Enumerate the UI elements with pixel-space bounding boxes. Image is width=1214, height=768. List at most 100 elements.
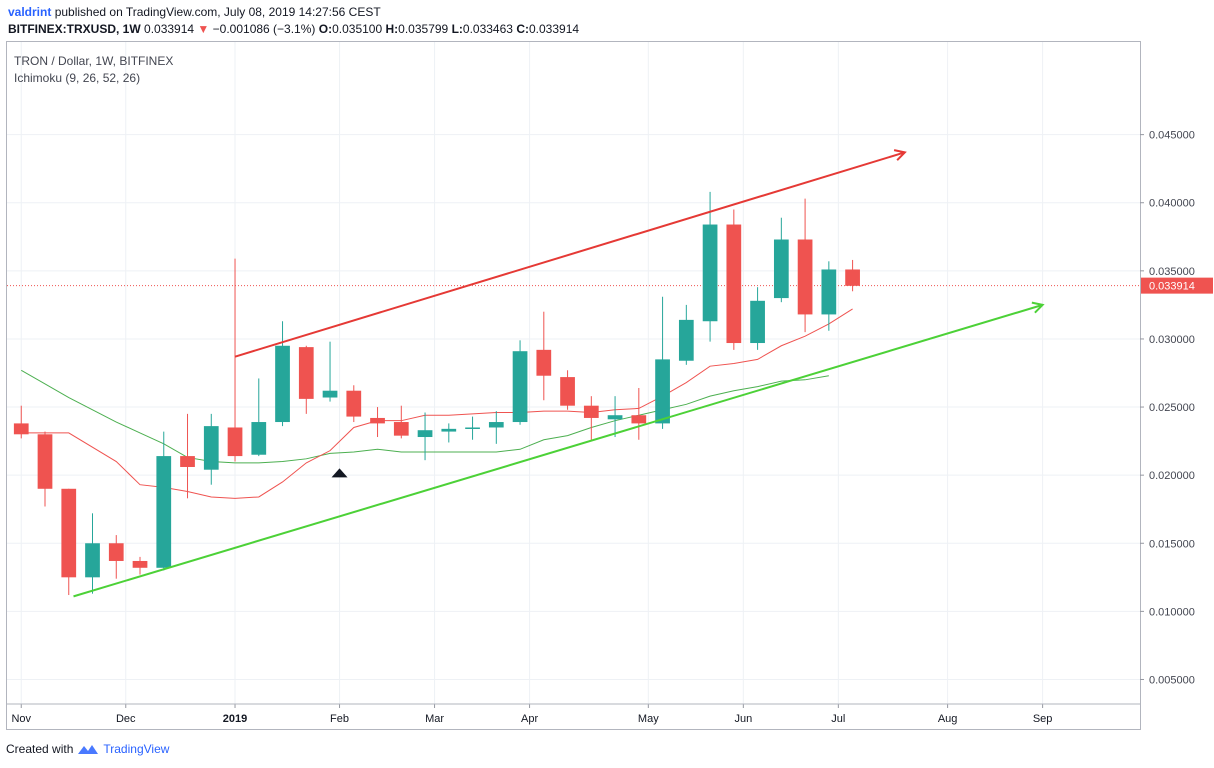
candle-body: [607, 415, 623, 420]
support-arrowhead: [1031, 301, 1045, 314]
support-trendline: [73, 303, 1043, 598]
candle: [512, 340, 528, 425]
candle: [108, 535, 124, 579]
candle-body: [346, 390, 362, 417]
y-tick-label: 0.040000: [1149, 198, 1195, 210]
price-change: −0.001086 (−3.1%): [212, 22, 316, 36]
candle: [156, 431, 172, 571]
y-tick-label: 0.010000: [1149, 606, 1195, 618]
candle: [61, 488, 77, 596]
candle: [13, 405, 29, 439]
candle: [583, 396, 599, 442]
candle-body: [678, 319, 694, 361]
candle-body: [85, 543, 100, 578]
last-price-tag: [1141, 277, 1213, 294]
last-price-tag-label: 0.033914: [1149, 281, 1195, 293]
candle: [631, 387, 647, 440]
x-tick-label: Aug: [938, 713, 958, 725]
x-tick-label: Apr: [521, 713, 538, 725]
open-value: 0.035100: [332, 22, 383, 36]
candle: [726, 209, 742, 350]
candle-body: [536, 349, 552, 376]
close-value: 0.033914: [528, 22, 580, 36]
candle: [655, 296, 670, 429]
candle: [251, 378, 267, 457]
chart-pane[interactable]: [6, 41, 1141, 730]
candle-body: [488, 422, 504, 428]
publish-text: published on TradingView.com, July 08, 2…: [54, 5, 381, 19]
candle-body: [132, 560, 148, 568]
y-tick-label: 0.030000: [1149, 334, 1195, 346]
candle: [797, 198, 813, 333]
y-axis: 0.045000 0.040000 0.035000 0.030000 0.025000…: [1140, 130, 1213, 686]
candle: [607, 396, 623, 438]
tradingview-logo-icon[interactable]: [77, 743, 99, 755]
candle-body: [61, 488, 77, 578]
candle: [536, 311, 552, 401]
candle: [346, 385, 362, 423]
candle: [180, 413, 195, 499]
x-tick-label: Jul: [831, 713, 845, 725]
triangle-marker-icon: [331, 468, 348, 478]
candle-body: [370, 417, 385, 424]
low-label: L:: [451, 22, 463, 36]
candle: [393, 405, 409, 439]
candle: [298, 345, 314, 414]
resistance-arrowhead: [893, 149, 907, 161]
close-label: C:: [516, 22, 529, 36]
candle-body: [441, 428, 457, 432]
candle-body: [655, 359, 670, 424]
candle: [821, 261, 837, 331]
low-value: 0.033463: [462, 22, 513, 36]
tradingview-brand[interactable]: TradingView: [103, 742, 170, 756]
candle: [203, 413, 219, 485]
candle-body: [417, 430, 433, 438]
symbol-label: BITFINEX:TRXUSD, 1W: [8, 22, 141, 36]
candle-body: [702, 224, 718, 322]
candle-body: [275, 345, 290, 423]
candle-body: [108, 543, 124, 561]
high-label: H:: [385, 22, 399, 36]
chart-header: valdrint published on TradingView.com, J…: [8, 4, 579, 38]
created-with-text: Created with: [6, 742, 74, 756]
indicator-lines: [21, 308, 853, 499]
candle: [85, 513, 100, 594]
candle-body: [13, 423, 29, 435]
y-tick-label: 0.045000: [1149, 130, 1195, 142]
candle-body: [180, 456, 195, 467]
y-tick-label: 0.005000: [1149, 674, 1195, 686]
x-axis: Nov Dec 2019 Feb Mar Apr May Jun Jul Aug Sep: [7, 703, 1140, 725]
candle-body: [322, 390, 338, 398]
footer: Created with TradingView: [6, 742, 169, 756]
candle-body: [773, 239, 789, 299]
resistance-trendline: [234, 151, 906, 358]
candle: [417, 412, 433, 461]
candle: [488, 411, 504, 444]
x-tick-label: Dec: [116, 713, 136, 725]
last-price: 0.033914: [144, 22, 195, 36]
legend-indicator[interactable]: Ichimoku (9, 26, 52, 26): [14, 71, 141, 85]
candle-body: [750, 300, 765, 344]
candles: [13, 191, 860, 596]
candle: [750, 287, 765, 350]
candle: [132, 556, 148, 575]
x-tick-label: Nov: [11, 713, 31, 725]
candle-body: [156, 456, 172, 568]
x-tick-label: Jun: [734, 713, 752, 725]
base-line: [21, 369, 829, 464]
candle: [37, 431, 53, 507]
trendlines: [73, 149, 1045, 598]
y-tick-label: 0.020000: [1149, 470, 1195, 482]
candle: [773, 217, 789, 303]
grid-lines: [7, 42, 1140, 704]
candle-body: [37, 434, 53, 489]
open-label: O:: [318, 22, 333, 36]
candle-body: [227, 427, 243, 457]
candle-body: [203, 426, 219, 470]
candle-body: [631, 415, 647, 424]
candle: [845, 259, 860, 292]
y-tick-label: 0.035000: [1149, 266, 1195, 278]
chart-legend: TRON / Dollar, 1W, BITFINEX Ichimoku (9,…: [14, 53, 173, 87]
author-name[interactable]: valdrint: [8, 5, 52, 19]
